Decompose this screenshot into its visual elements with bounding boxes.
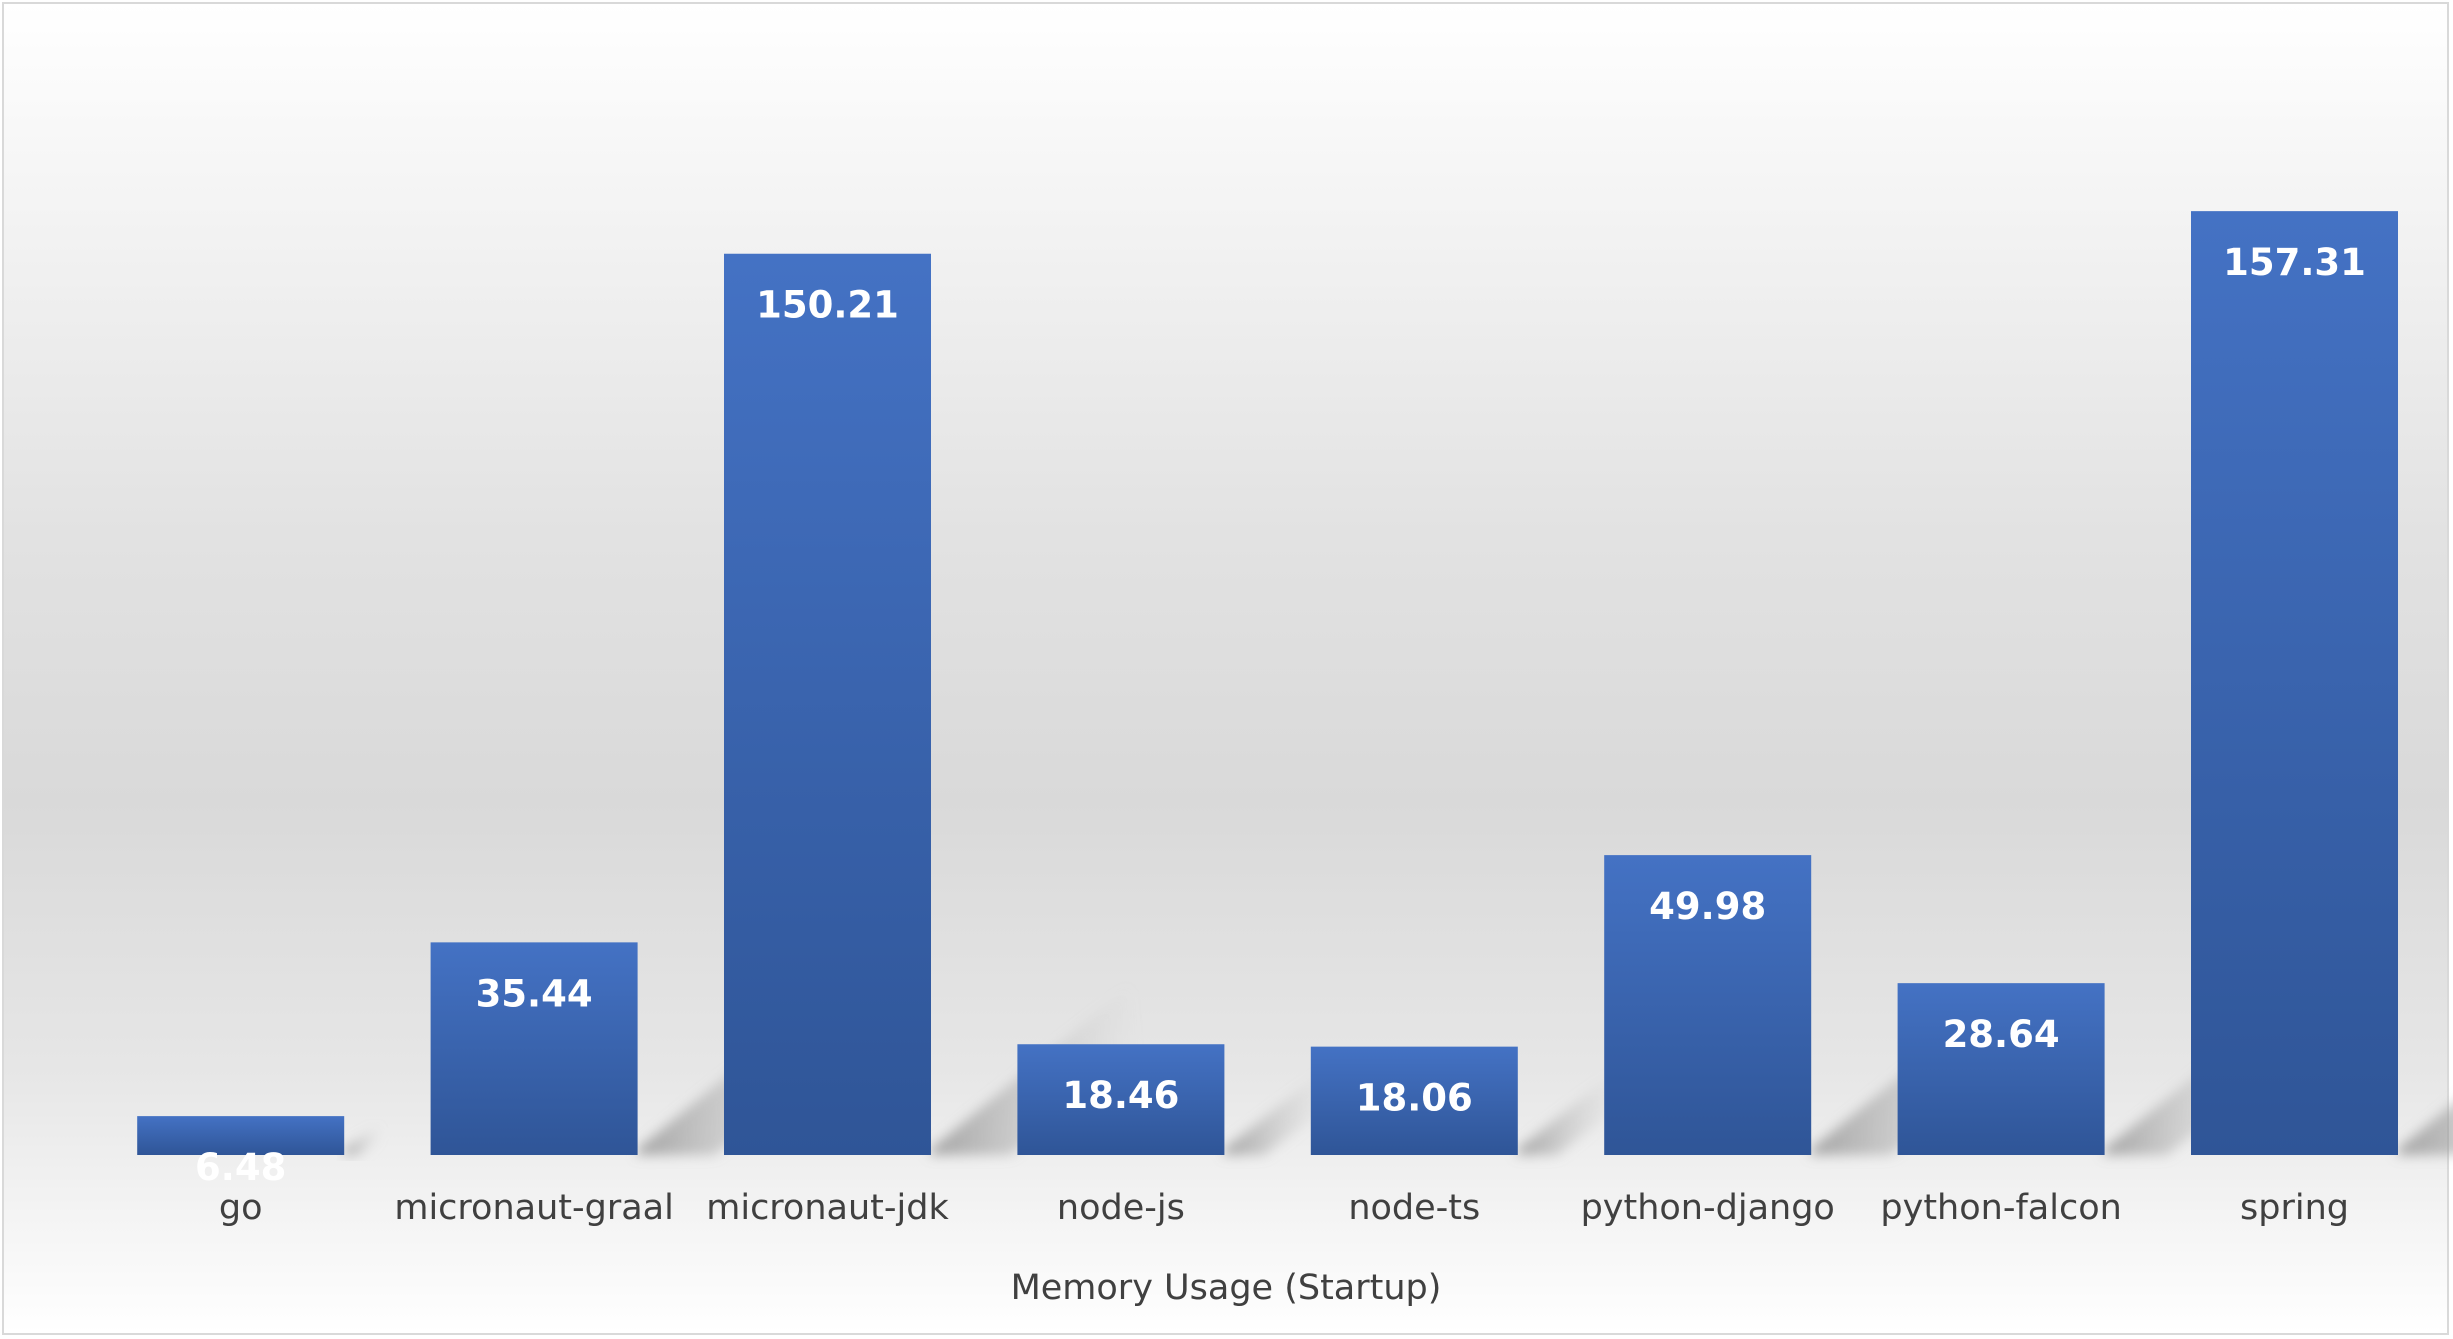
data-label-go: 6.48 — [195, 1146, 286, 1189]
bar-micronaut-jdk — [724, 253, 931, 1156]
bar-python-django — [1604, 855, 1812, 1155]
data-label-node-js: 18.46 — [1062, 1074, 1179, 1117]
data-label-spring: 157.31 — [2223, 241, 2366, 284]
category-label-micronaut-jdk: micronaut-jdk — [706, 1188, 949, 1228]
bar-go — [137, 1116, 345, 1155]
data-label-node-ts: 18.06 — [1356, 1077, 1473, 1120]
bar-shadow-spring — [2398, 1103, 2453, 1155]
category-label-python-falcon: python-falcon — [1880, 1188, 2121, 1228]
bar-shadow-go — [344, 1125, 381, 1155]
category-label-spring: spring — [2240, 1188, 2349, 1228]
category-label-go: go — [219, 1188, 263, 1228]
category-label-micronaut-graal: micronaut-graal — [394, 1188, 674, 1228]
bar-spring — [2191, 211, 2398, 1155]
category-label-python-django: python-django — [1581, 1188, 1835, 1228]
bar-node-ts — [1310, 1046, 1518, 1155]
bar-micronaut-graal — [430, 942, 638, 1155]
bar-shadow-node-ts — [1517, 1072, 1621, 1155]
data-label-micronaut-graal: 35.44 — [476, 972, 593, 1015]
bar-shadow-node-js — [1224, 1070, 1330, 1155]
data-label-python-falcon: 28.64 — [1943, 1013, 2060, 1056]
data-label-micronaut-jdk: 150.21 — [756, 284, 899, 327]
data-label-python-django: 49.98 — [1649, 885, 1766, 928]
bar-node-js — [1017, 1044, 1225, 1155]
x-axis-title: Memory Usage (Startup) — [1011, 1268, 1442, 1308]
bar-python-falcon — [1897, 983, 2105, 1155]
category-label-node-ts: node-ts — [1348, 1188, 1480, 1228]
category-label-node-js: node-js — [1057, 1188, 1185, 1228]
